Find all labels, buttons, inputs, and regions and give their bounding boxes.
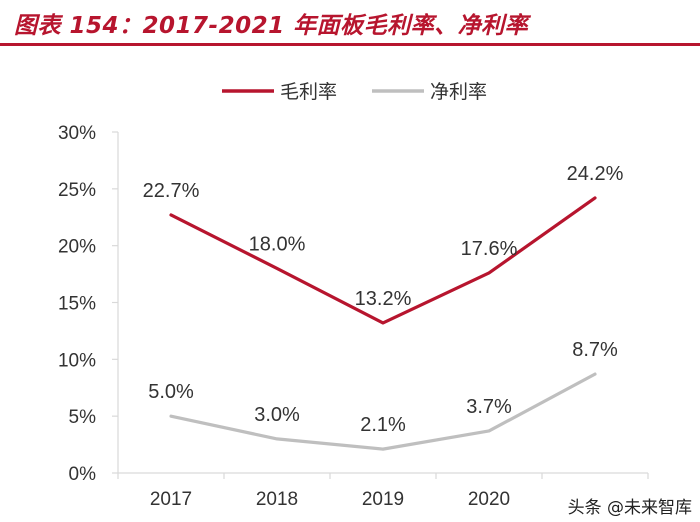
series-line-2 [169,372,597,451]
title-divider [0,43,700,46]
data-labels: 22.7% 18.0% 13.2% 17.6% 24.2% 5.0% 3.0% 2.1% 3.7… [143,163,624,436]
x-tick-label: 2017 [150,489,192,510]
legend-label-2: 净利率 [430,81,487,103]
data-label: 18.0% [249,233,306,255]
y-tick-label: 25% [58,180,96,201]
x-tick-label: 2018 [256,489,298,510]
chart-title: 图表 154：2017-2021 年面板毛利率、净利率 [14,13,529,39]
axes: 0% 5% 10% 15% 20% 25% 30% 2017 2018 2019 2020 [58,123,649,510]
data-label: 2.1% [360,414,406,436]
y-tick-label: 0% [69,464,97,485]
y-tick-label: 30% [58,123,96,144]
legend: 毛利率 净利率 [222,81,487,103]
watermark: 头条 @未来智库 [565,493,694,518]
data-label: 24.2% [567,163,624,185]
y-tick-label: 20% [58,237,96,258]
data-label: 5.0% [148,381,194,403]
data-label: 13.2% [355,288,412,310]
y-tick-label: 5% [69,407,97,428]
data-label: 3.0% [254,404,300,426]
x-tick-label: 2020 [468,489,510,510]
data-label: 17.6% [461,238,518,260]
data-label: 3.7% [466,396,512,418]
data-label: 8.7% [572,339,618,361]
x-tick-label: 2019 [362,489,404,510]
legend-label-1: 毛利率 [280,81,337,103]
y-tick-label: 15% [58,294,96,315]
series-layer [169,196,597,451]
y-tick-label: 10% [58,350,96,371]
data-label: 22.7% [143,180,200,202]
